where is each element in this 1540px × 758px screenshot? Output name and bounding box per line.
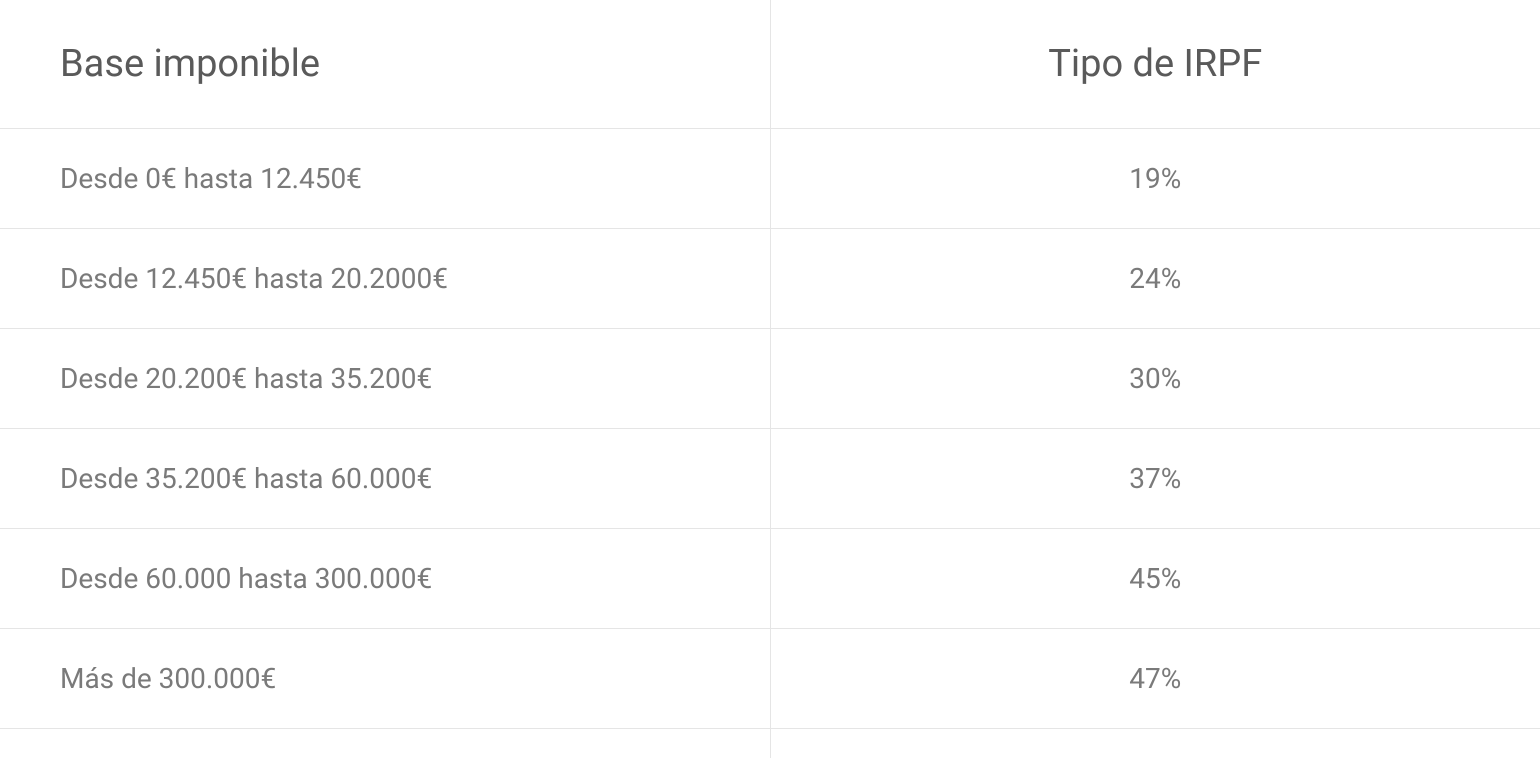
header-base-imponible: Base imponible [0, 0, 770, 128]
cell-rate: 47% [770, 628, 1540, 728]
table-row: Desde 20.200€ hasta 35.200€ 30% [0, 328, 1540, 428]
table-header-row: Base imponible Tipo de IRPF [0, 0, 1540, 128]
table-row: Desde 35.200€ hasta 60.000€ 37% [0, 428, 1540, 528]
cell-base: Desde 60.000 hasta 300.000€ [0, 528, 770, 628]
cell-rate: 45% [770, 528, 1540, 628]
cell-rate: 37% [770, 428, 1540, 528]
table-row: Más de 300.000€ 47% [0, 628, 1540, 728]
irpf-table: Base imponible Tipo de IRPF Desde 0€ has… [0, 0, 1540, 758]
cell-rate: 24% [770, 228, 1540, 328]
table-bottom-spacer [0, 728, 1540, 758]
table-row: Desde 0€ hasta 12.450€ 19% [0, 128, 1540, 228]
irpf-table-container: Base imponible Tipo de IRPF Desde 0€ has… [0, 0, 1540, 740]
cell-base: Desde 35.200€ hasta 60.000€ [0, 428, 770, 528]
cell-base: Más de 300.000€ [0, 628, 770, 728]
cell-rate: 19% [770, 128, 1540, 228]
header-tipo-irpf: Tipo de IRPF [770, 0, 1540, 128]
table-row: Desde 60.000 hasta 300.000€ 45% [0, 528, 1540, 628]
table-row: Desde 12.450€ hasta 20.2000€ 24% [0, 228, 1540, 328]
cell-base: Desde 0€ hasta 12.450€ [0, 128, 770, 228]
cell-rate: 30% [770, 328, 1540, 428]
cell-base: Desde 20.200€ hasta 35.200€ [0, 328, 770, 428]
cell-base: Desde 12.450€ hasta 20.2000€ [0, 228, 770, 328]
